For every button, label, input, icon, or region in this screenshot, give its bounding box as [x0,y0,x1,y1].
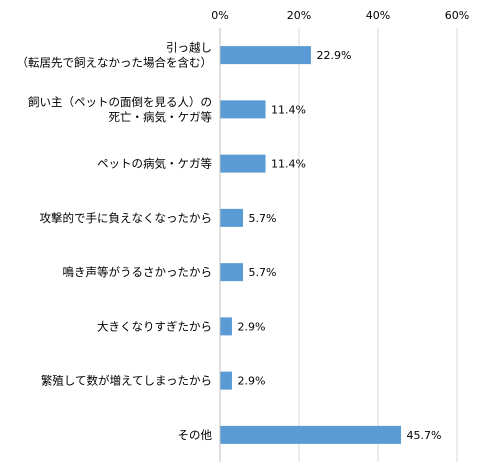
category-label: ペットの病気・ケガ等 [97,157,212,171]
bar [220,46,311,65]
data-labels: 22.9% 11.4% 11.4% 5.7% 5.7% 2.9% 2.9% 45.7% [237,49,441,442]
x-tick-label: 40% [366,9,390,22]
category-label: 死亡・病気・ケガ等 [109,110,213,124]
data-label: 2.9% [237,375,265,388]
category-label: （転居先で飼えなかった場合を含む） [17,56,213,70]
x-tick-label: 20% [287,9,311,22]
data-label: 11.4% [271,103,306,116]
category-label: 大きくなりすぎたから [97,319,212,333]
category-label: その他 [178,428,213,442]
bars [220,46,402,444]
data-label: 11.4% [271,158,306,171]
x-axis-tick-labels: 0% 20% 40% 60% [211,9,469,22]
category-label: 飼い主（ペットの面倒を見る人）の [28,95,212,109]
bar [220,100,266,119]
data-label: 22.9% [316,49,351,62]
data-label: 45.7% [407,429,442,442]
bar [220,317,232,336]
gridlines [219,28,458,462]
data-label: 5.7% [249,266,277,279]
x-tick-label: 60% [445,9,469,22]
category-label: 攻撃的で手に負えなくなったから [40,211,213,225]
category-labels: 引っ越し（転居先で飼えなかった場合を含む） 飼い主（ペットの面倒を見る人）の死亡・… [17,41,213,442]
data-label: 2.9% [237,320,265,333]
category-label: 鳴き声等がうるさかったから [63,265,213,279]
data-label: 5.7% [249,212,277,225]
bar [220,154,266,173]
bar [220,263,244,282]
category-label: 繁殖して数が増えてしまったから [41,374,212,388]
category-label: 引っ越し [166,41,212,55]
x-tick-label: 0% [211,9,228,22]
bar [220,425,402,444]
bar [220,208,244,227]
bar [220,371,232,390]
